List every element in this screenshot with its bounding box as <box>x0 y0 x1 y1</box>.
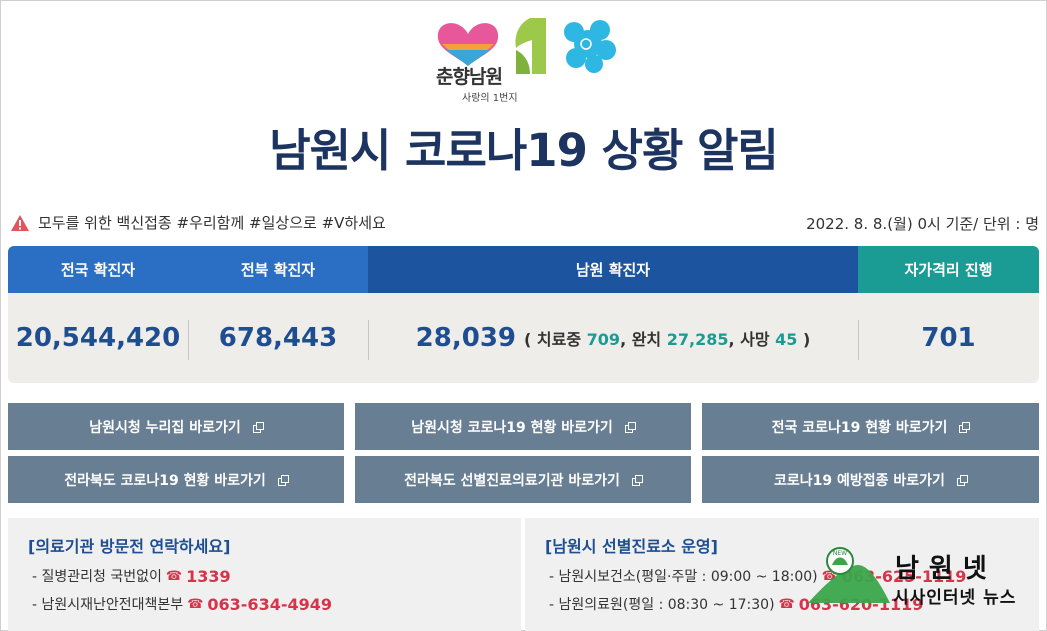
external-link-icon <box>631 474 643 486</box>
stats-panel: 전국 확진자 전북 확진자 남원 확진자 자가격리 진행 20,544,420 … <box>8 246 1039 383</box>
button-label: 전라북도 코로나19 현황 바로가기 <box>64 472 266 489</box>
header-self-isolation: 자가격리 진행 <box>858 246 1039 293</box>
button-label: 남원시청 코로나19 현황 바로가기 <box>411 419 613 436</box>
button-label: 전국 코로나19 현황 바로가기 <box>771 419 948 436</box>
logo-slogan: 사랑의 1번지 <box>462 93 518 104</box>
contact-label: - 남원시재난안전대책본부 <box>32 597 184 613</box>
contact-row: - 질병관리청 국번없이 ☎ 1339 <box>32 566 231 586</box>
contact-info-panel: [의료기관 방문전 연락하세요] - 질병관리청 국번없이 ☎ 1339 - 남… <box>8 518 521 631</box>
header-jeonbuk: 전북 확진자 <box>188 246 368 293</box>
notice-bar: 모두를 위한 백신접종 #우리함께 #일상으로 #V하세요 <box>10 212 386 233</box>
screening-info-panel: [남원시 선별진료소 운영] - 남원시보건소(평일·주말 : 09:00 ~ … <box>525 518 1039 631</box>
phone-icon: ☎ <box>187 596 204 612</box>
header-namwon: 남원 확진자 <box>368 246 858 293</box>
button-label: 남원시청 누리집 바로가기 <box>89 419 241 436</box>
phone-icon: ☎ <box>778 596 795 612</box>
page-title: 남원시 코로나19 상황 알림 <box>269 124 779 177</box>
link-namwon-covid-button[interactable]: 남원시청 코로나19 현황 바로가기 <box>355 403 691 450</box>
logo-brand: 춘향남원 <box>436 66 503 88</box>
screening-label: - 남원시보건소(평일·주말 : 09:00 ~ 18:00) <box>549 569 818 585</box>
value-self-isolation: 701 <box>921 323 976 353</box>
value-namwon: 28,039 ( 치료중 709, 완치 27,285, 사망 45 ) <box>368 293 858 383</box>
phone-number[interactable]: 1339 <box>186 566 231 586</box>
namwon-total: 28,039 <box>415 323 517 353</box>
watermark-badge: NEW <box>833 550 847 557</box>
divider <box>188 320 189 360</box>
watermark-title: 남원넷 <box>895 554 997 584</box>
external-link-icon <box>959 421 971 433</box>
contact-row: - 남원시재난안전대책본부 ☎ 063-634-4949 <box>32 594 332 614</box>
paren-open: ( <box>524 330 532 349</box>
button-label: 전라북도 선별진료의료기관 바로가기 <box>404 472 620 489</box>
contact-info-title: [의료기관 방문전 연락하세요] <box>28 537 231 556</box>
treating-label: 치료중 <box>536 330 582 349</box>
stats-header: 전국 확진자 전북 확진자 남원 확진자 자가격리 진행 <box>8 246 1039 293</box>
watermark-subtitle: 시사인터넷 뉴스 <box>893 588 1017 608</box>
namwonnet-watermark-logo: NEW <box>808 547 890 603</box>
external-link-icon <box>956 474 968 486</box>
deaths-label: , 사망 <box>728 330 770 349</box>
date-unit-note: 2022. 8. 8.(월) 0시 기준/ 단위 : 명 <box>806 215 1039 233</box>
link-national-covid-button[interactable]: 전국 코로나19 현황 바로가기 <box>702 403 1039 450</box>
screening-info-title: [남원시 선별진료소 운영] <box>545 537 718 556</box>
value-jeonbuk: 678,443 <box>218 323 338 353</box>
external-link-icon <box>252 421 264 433</box>
phone-number[interactable]: 063-634-4949 <box>207 594 332 614</box>
namwon-logo <box>437 18 616 74</box>
divider <box>368 320 369 360</box>
link-namwon-homepage-button[interactable]: 남원시청 누리집 바로가기 <box>8 403 344 450</box>
divider <box>858 320 859 360</box>
phone-icon: ☎ <box>165 568 183 584</box>
external-link-icon <box>277 474 289 486</box>
value-national: 20,544,420 <box>15 323 181 353</box>
link-jeonbuk-screening-button[interactable]: 전라북도 선별진료의료기관 바로가기 <box>355 456 691 503</box>
recovered-label: , 완치 <box>620 330 662 349</box>
warning-icon <box>11 214 29 231</box>
button-label: 코로나19 예방접종 바로가기 <box>774 472 945 489</box>
deaths-count: 45 <box>775 330 798 349</box>
external-link-icon <box>624 421 636 433</box>
notice-text: 모두를 위한 백신접종 #우리함께 #일상으로 #V하세요 <box>38 214 386 232</box>
contact-label: - 질병관리청 국번없이 <box>32 569 162 585</box>
paren-close: ) <box>803 330 811 349</box>
screening-label: - 남원의료원(평일 : 08:30 ~ 17:30) <box>549 597 775 613</box>
link-jeonbuk-covid-button[interactable]: 전라북도 코로나19 현황 바로가기 <box>8 456 344 503</box>
header-national: 전국 확진자 <box>8 246 188 293</box>
treating-count: 709 <box>586 330 621 349</box>
namwon-detail: ( 치료중 709, 완치 27,285, 사망 45 ) <box>524 326 810 350</box>
recovered-count: 27,285 <box>666 330 729 349</box>
link-vaccination-button[interactable]: 코로나19 예방접종 바로가기 <box>702 456 1039 503</box>
